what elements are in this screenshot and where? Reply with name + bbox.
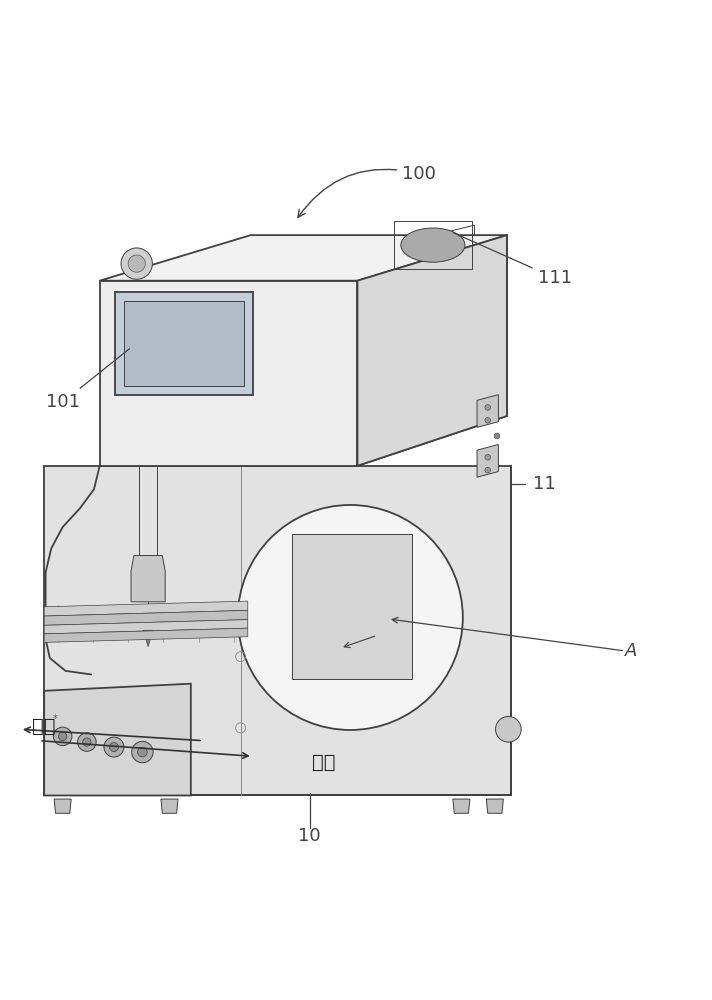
Circle shape: [53, 727, 72, 746]
Circle shape: [132, 741, 153, 763]
Circle shape: [137, 747, 147, 757]
Polygon shape: [292, 534, 412, 679]
Polygon shape: [100, 235, 507, 281]
Text: 101: 101: [46, 349, 130, 411]
Circle shape: [238, 505, 463, 730]
Ellipse shape: [401, 228, 465, 262]
Polygon shape: [44, 601, 248, 616]
Polygon shape: [54, 799, 71, 813]
Circle shape: [485, 405, 491, 410]
Text: 10: 10: [298, 827, 321, 845]
Polygon shape: [477, 395, 498, 427]
Circle shape: [128, 255, 145, 272]
Polygon shape: [477, 444, 498, 477]
Circle shape: [58, 732, 67, 741]
Circle shape: [485, 467, 491, 473]
Polygon shape: [100, 281, 357, 466]
Polygon shape: [44, 628, 248, 642]
Polygon shape: [44, 466, 511, 795]
Circle shape: [78, 733, 96, 751]
Circle shape: [485, 454, 491, 460]
Text: 后面: 后面: [312, 753, 336, 772]
Polygon shape: [44, 610, 248, 625]
Polygon shape: [161, 799, 178, 813]
Circle shape: [485, 417, 491, 423]
Circle shape: [496, 716, 521, 742]
Polygon shape: [44, 684, 191, 795]
Text: 前面: 前面: [32, 717, 56, 736]
Polygon shape: [453, 799, 470, 813]
Polygon shape: [357, 235, 507, 466]
Polygon shape: [143, 630, 153, 647]
Polygon shape: [124, 301, 244, 386]
Text: 111: 111: [454, 233, 572, 287]
Text: 11: 11: [533, 475, 555, 493]
Circle shape: [494, 433, 500, 439]
Circle shape: [110, 743, 118, 752]
Circle shape: [104, 737, 124, 757]
Text: A: A: [625, 642, 637, 660]
Polygon shape: [486, 799, 503, 813]
Polygon shape: [115, 292, 253, 395]
Circle shape: [121, 248, 152, 279]
Text: *: *: [53, 714, 58, 724]
Polygon shape: [131, 556, 165, 602]
Text: 100: 100: [298, 165, 436, 217]
Circle shape: [83, 738, 91, 746]
Polygon shape: [44, 620, 248, 634]
